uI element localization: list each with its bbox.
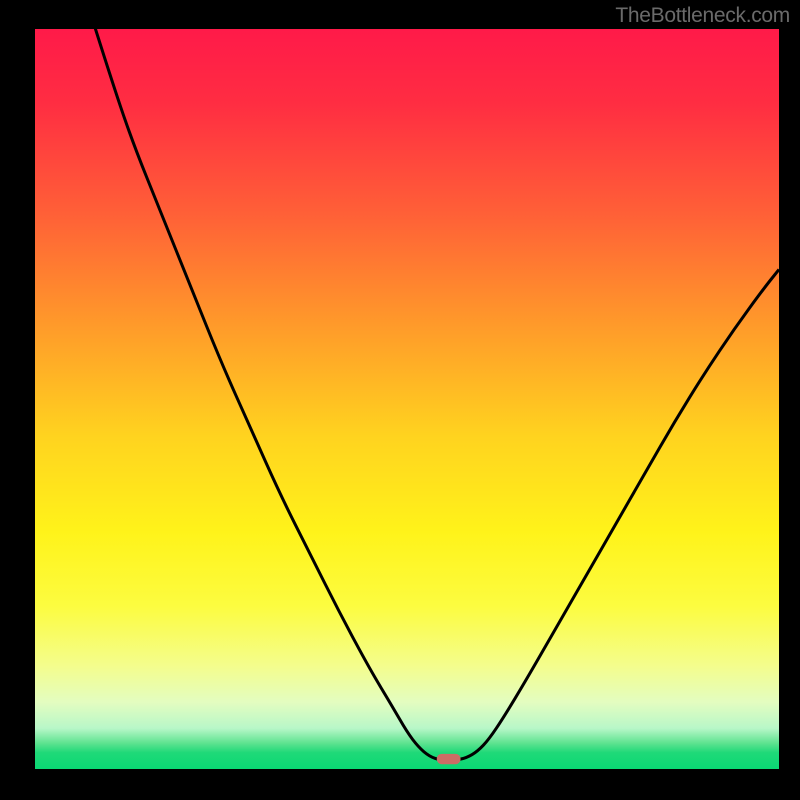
frame: [0, 769, 800, 800]
frame: [779, 0, 800, 800]
bottleneck-chart: [0, 0, 800, 800]
chart-container: TheBottleneck.com: [0, 0, 800, 800]
plot-background: [35, 29, 779, 769]
frame: [0, 0, 35, 800]
optimal-marker: [437, 754, 461, 764]
watermark-text: TheBottleneck.com: [615, 4, 790, 28]
